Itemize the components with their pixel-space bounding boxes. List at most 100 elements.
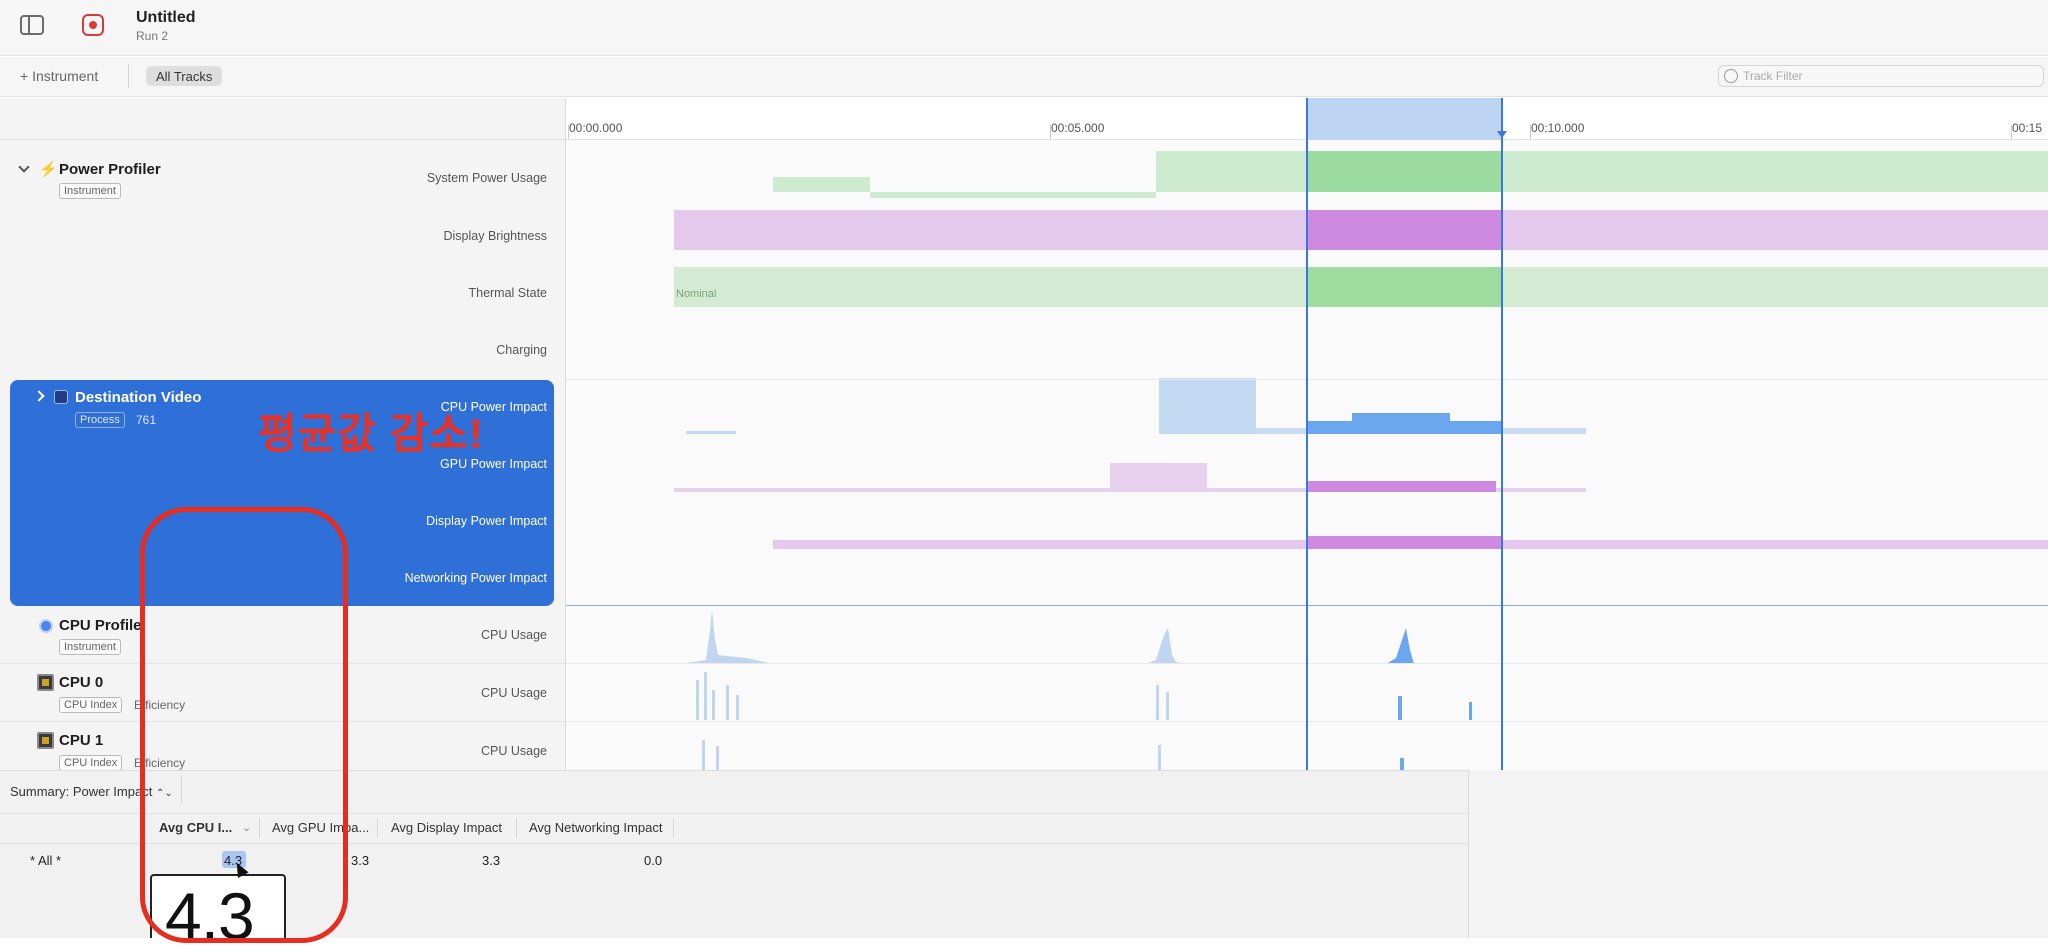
instrument-tag: Instrument (59, 183, 121, 199)
cpu-icon (37, 732, 54, 749)
chevron-down-icon[interactable]: ⌄ (242, 822, 252, 834)
column-header-avg-display[interactable]: Avg Display Impact (391, 820, 503, 835)
cell-avg-display[interactable]: 3.3 (482, 853, 501, 868)
cpu0-usage-bar (696, 680, 699, 720)
cpu-power-graph (1159, 378, 1256, 434)
cpu0-usage-bar (1398, 696, 1402, 720)
all-tracks-button[interactable]: All Tracks (146, 66, 223, 86)
filter-icon (1724, 69, 1738, 83)
instrument-tag: Instrument (59, 639, 121, 655)
annotation-highlight-frame (140, 507, 348, 943)
thermal-state-selected (1307, 267, 1502, 307)
track-label: CPU Power Impact (440, 400, 547, 414)
cpu-index-tag: CPU Index (59, 755, 123, 771)
track-label: Display Brightness (443, 229, 547, 243)
ruler-label: 00:10.000 (1531, 121, 1585, 135)
cpu0-usage-bar (704, 672, 707, 720)
sidebar-toggle-icon[interactable] (20, 15, 44, 35)
gpu-power-selected (1307, 481, 1496, 492)
selection-end-line[interactable] (1501, 98, 1503, 770)
detail-inspector-pane (1468, 770, 2048, 938)
cpu0-usage-bar (1156, 685, 1159, 720)
ruler-tick (2011, 125, 2012, 139)
cpu0-usage-bar (1166, 692, 1169, 720)
cpu-core-type: Efficiency (134, 698, 186, 712)
row-label[interactable]: * All * (30, 853, 62, 868)
selected-cell-highlight (222, 851, 246, 868)
process-name[interactable]: Destination Video (75, 389, 202, 406)
record-icon[interactable] (82, 14, 104, 36)
cpu-power-selected (1352, 413, 1450, 434)
instrument-name[interactable]: Power Profiler (59, 161, 161, 178)
cpu0-usage-bar (712, 690, 715, 720)
column-divider[interactable] (259, 818, 260, 838)
summary-selector[interactable]: Summary: Power Impact ⌃⌄ (10, 784, 173, 799)
track-label: CPU Usage (481, 744, 547, 758)
cpu-usage-graph (1146, 628, 1186, 664)
cpu1-usage-bar (1158, 745, 1161, 770)
cpu-name[interactable]: CPU 0 (59, 674, 104, 691)
column-divider[interactable] (516, 818, 517, 838)
process-tag: Process (75, 412, 125, 428)
column-header-avg-cpu[interactable]: Avg CPU I... (159, 820, 233, 835)
cpu-name[interactable]: CPU 1 (59, 732, 104, 749)
cpu0-usage-bar (736, 695, 739, 720)
track-filter-input[interactable] (1718, 65, 2044, 87)
cpu0-usage-bar (1469, 702, 1472, 720)
track-label: CPU Usage (481, 628, 547, 642)
selected-track-group[interactable] (10, 380, 554, 606)
display-brightness-selected (1307, 210, 1502, 250)
track-label: GPU Power Impact (440, 457, 547, 471)
track-label: Networking Power Impact (404, 571, 547, 585)
cpu-index-tag: CPU Index (59, 697, 123, 713)
cell-avg-gpu[interactable]: 3.3 (351, 853, 370, 868)
app-icon (54, 390, 68, 404)
ruler-label: 00:05.000 (1051, 121, 1105, 135)
track-filter-placeholder: Track Filter (1743, 69, 1803, 83)
cell-avg-cpu[interactable]: 4.3 (224, 853, 243, 868)
instrument-name[interactable]: CPU Profile (59, 617, 142, 634)
ruler-tick (1530, 125, 1531, 139)
title-bar (0, 0, 2048, 56)
ruler-tick (568, 125, 569, 139)
cpu-core-type: Efficiency (134, 756, 186, 770)
bolt-icon: ⚡ (39, 161, 58, 178)
pane-divider[interactable] (565, 98, 566, 770)
document-title: Untitled (136, 9, 196, 26)
timeline-graphs (674, 151, 2048, 770)
cpu-usage-selected (1386, 628, 1414, 664)
column-divider[interactable] (377, 818, 378, 838)
toolbar-divider (128, 64, 129, 88)
track-label: Charging (496, 343, 547, 357)
ruler-label: 00:00.000 (569, 121, 623, 135)
toolbar (0, 57, 2048, 97)
column-header-avg-networking[interactable]: Avg Networking Impact (529, 820, 663, 835)
playhead-marker-icon[interactable] (1497, 131, 1507, 138)
row-divider (0, 721, 566, 722)
track-label: System Power Usage (426, 171, 547, 185)
bottom-edge (0, 938, 2048, 952)
track-label: Display Power Impact (426, 514, 547, 528)
ruler-label: 00:15 (2012, 121, 2043, 135)
table-header-divider (0, 843, 1468, 844)
thermal-state-value: Nominal (676, 288, 717, 300)
cpu1-usage-bar (702, 740, 705, 770)
annotation-text: 평균값 감소! (258, 410, 484, 457)
column-divider[interactable] (673, 818, 674, 838)
selection-start-line[interactable] (1306, 98, 1308, 770)
row-divider (0, 663, 566, 664)
cpu-power-graph (686, 431, 736, 434)
cpu-icon (37, 674, 54, 691)
cell-avg-networking[interactable]: 0.0 (644, 853, 663, 868)
add-instrument-button[interactable]: + Instrument (20, 68, 99, 84)
selected-time-range[interactable] (1307, 98, 1502, 140)
cpu0-usage-bar (726, 685, 729, 720)
cpu-profiler-icon (39, 619, 53, 633)
cpu1-usage-bar (1400, 758, 1404, 770)
gpu-power-graph (1110, 463, 1207, 492)
track-label: CPU Usage (481, 686, 547, 700)
track-list-header (0, 98, 566, 140)
updown-chevron-icon: ⌃⌄ (155, 788, 173, 799)
summary-selector-label: Summary: Power Impact (10, 784, 153, 799)
